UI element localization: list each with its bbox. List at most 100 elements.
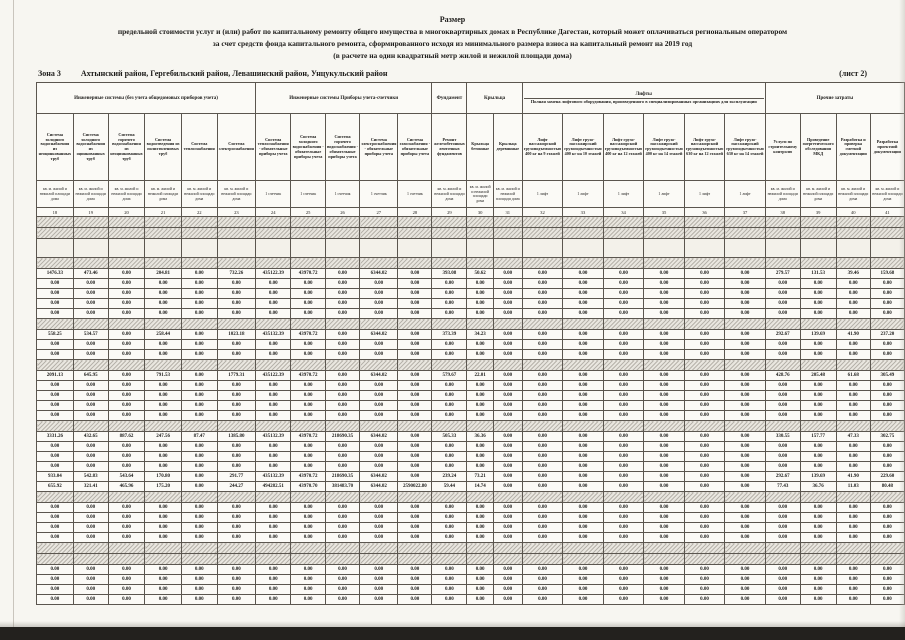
hatched-cell <box>36 216 74 229</box>
data-cell: 0.00 <box>397 512 433 524</box>
data-cell: 0.00 <box>643 278 685 290</box>
data-cell: 0.00 <box>290 584 326 596</box>
data-cell: 0.00 <box>724 400 766 412</box>
hatched-cell <box>431 227 468 240</box>
data-cell: 0.00 <box>643 522 685 534</box>
hatched-cell <box>562 257 604 270</box>
group-header-cell: Прочие затраты <box>764 82 905 115</box>
data-cell: 0.00 <box>835 502 871 514</box>
data-cell: 0.00 <box>180 512 218 524</box>
data-cell: 0.00 <box>324 288 361 300</box>
data-cell: 0.00 <box>36 574 74 586</box>
data-cell: 131.53 <box>799 268 837 280</box>
data-cell: 0.00 <box>144 349 182 361</box>
hatched-cell <box>562 227 604 240</box>
data-cell: 0.00 <box>36 400 74 412</box>
data-cell: 505.33 <box>431 431 468 443</box>
hatched-cell <box>602 420 645 433</box>
hatched-cell <box>562 542 604 555</box>
data-cell: 0.00 <box>466 400 494 412</box>
column-number-row: 18 19 20 21 22 23 24 25 26 27 28 29 30 31 32 33 34 35 36 37… <box>36 207 905 218</box>
data-row: 0.00 0.00 0.00 0.00 0.00 0.00 0.00 0.00 0.00 0.00… <box>36 461 905 473</box>
data-row: 0.00 0.00 0.00 0.00 0.00 0.00 0.00 0.00 0.00 0.00… <box>36 390 905 402</box>
data-cell: 0.00 <box>397 400 433 412</box>
data-cell: 0.00 <box>72 441 109 453</box>
data-cell: 0.00 <box>799 339 837 351</box>
hatched-cell <box>683 420 726 433</box>
data-cell: 0.00 <box>492 574 523 586</box>
data-cell: 0.00 <box>521 410 564 422</box>
data-cell: 0.00 <box>254 532 292 544</box>
data-cell: 0.00 <box>359 390 399 402</box>
data-cell: 0.00 <box>492 349 523 361</box>
data-cell: 0.00 <box>290 522 326 534</box>
data-cell: 0.00 <box>521 298 564 310</box>
hatched-cell <box>466 553 494 566</box>
data-cell: 0.00 <box>359 502 399 514</box>
column-number-cell: 26 <box>324 207 361 218</box>
data-cell: 0.00 <box>724 574 766 586</box>
data-row: 0.00 0.00 0.00 0.00 0.00 0.00 0.00 0.00 0.00 0.00… <box>36 594 905 606</box>
hatched-cell <box>724 318 766 331</box>
hatched-cell <box>799 542 837 555</box>
data-cell: 0.00 <box>144 278 182 290</box>
hatched-cell <box>492 227 523 240</box>
data-cell: 0.00 <box>724 370 766 382</box>
data-cell: 0.00 <box>216 532 256 544</box>
hatched-cell <box>397 542 433 555</box>
hatched-cell <box>359 542 399 555</box>
data-cell: 0.00 <box>562 349 604 361</box>
data-cell: 0.00 <box>180 380 218 392</box>
data-cell: 0.00 <box>72 410 109 422</box>
data-cell: 0.00 <box>36 298 74 310</box>
column-number-cell: 39 <box>799 207 837 218</box>
blank-row <box>36 238 905 259</box>
data-cell: 0.00 <box>107 380 146 392</box>
column-header-cell: Система теплоснабжения <box>180 113 218 182</box>
hatched-cell <box>290 420 326 433</box>
data-cell: 0.00 <box>324 308 361 320</box>
data-cell: 43970.72 <box>290 471 326 483</box>
data-cell: 0.00 <box>359 278 399 290</box>
data-cell: 218690.35 <box>324 471 361 483</box>
data-cell: 0.00 <box>107 532 146 544</box>
data-cell: 279.57 <box>764 268 801 280</box>
hatched-cell <box>764 542 801 555</box>
data-cell: 291.77 <box>216 471 256 483</box>
data-cell: 0.00 <box>180 574 218 586</box>
data-cell: 0.00 <box>521 461 564 473</box>
data-cell: 1476.33 <box>36 268 74 280</box>
hatched-cell <box>324 216 361 229</box>
hatched-cell <box>180 491 218 504</box>
data-cell: 0.00 <box>835 594 871 606</box>
hatched-cell <box>107 318 146 331</box>
data-cell: 0.00 <box>724 308 766 320</box>
document-title: Размер предельной стоимости услуг и (или… <box>0 14 905 61</box>
data-cell: 0.00 <box>602 339 645 351</box>
data-cell: 0.00 <box>36 512 74 524</box>
hatched-cell <box>72 553 109 566</box>
hatched-cell <box>602 491 645 504</box>
data-cell: 6344.02 <box>359 268 399 280</box>
data-cell: 0.00 <box>521 339 564 351</box>
data-cell: 0.00 <box>835 298 871 310</box>
hatched-cell <box>724 359 766 372</box>
data-cell: 43970.72 <box>290 329 326 341</box>
unit-cell: 1 счетчик <box>359 180 399 209</box>
data-cell: 0.00 <box>724 512 766 524</box>
data-cell: 0.00 <box>492 502 523 514</box>
data-cell: 0.00 <box>397 278 433 290</box>
data-cell: 0.00 <box>492 288 523 300</box>
data-cell: 0.00 <box>180 532 218 544</box>
data-cell: 0.00 <box>683 502 726 514</box>
data-cell: 50.62 <box>466 268 494 280</box>
blank-cell <box>254 238 292 259</box>
data-cell: 0.00 <box>254 574 292 586</box>
data-cell: 0.00 <box>180 522 218 534</box>
data-cell: 0.00 <box>492 339 523 351</box>
data-cell: 0.00 <box>359 298 399 310</box>
data-cell: 0.00 <box>764 522 801 534</box>
data-cell: 0.00 <box>562 451 604 463</box>
data-cell: 0.00 <box>359 339 399 351</box>
data-cell: 0.00 <box>431 339 468 351</box>
